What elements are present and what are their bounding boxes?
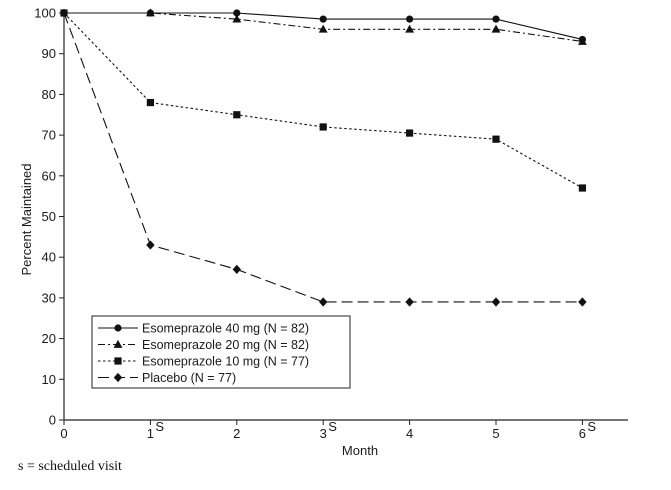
data-point bbox=[492, 15, 500, 23]
data-point bbox=[146, 8, 155, 17]
legend-marker bbox=[114, 324, 122, 332]
data-point bbox=[405, 297, 414, 307]
x-axis-title: Month bbox=[342, 443, 378, 458]
legend-item: Esomeprazole 10 mg (N = 77) bbox=[98, 355, 309, 369]
data-point bbox=[406, 129, 414, 137]
scheduled-visit-marker: S bbox=[587, 419, 596, 434]
data-point bbox=[233, 9, 241, 17]
y-tick-label: 90 bbox=[42, 46, 56, 61]
y-tick-label: 30 bbox=[42, 290, 56, 305]
legend-label: Esomeprazole 40 mg (N = 82) bbox=[142, 322, 309, 336]
y-tick-label: 60 bbox=[42, 168, 56, 183]
data-point bbox=[319, 123, 327, 131]
scheduled-visit-marker: S bbox=[155, 419, 164, 434]
legend: Esomeprazole 40 mg (N = 82) Esomeprazole … bbox=[91, 315, 351, 389]
data-point bbox=[318, 24, 328, 33]
footnote: s = scheduled visit bbox=[18, 459, 122, 474]
x-tick-label: 6 bbox=[579, 426, 586, 441]
legend-item: Placebo (N = 77) bbox=[98, 371, 236, 385]
data-point bbox=[578, 184, 586, 192]
legend-marker bbox=[113, 339, 123, 348]
y-tick-label: 70 bbox=[42, 128, 56, 143]
x-tick-label: 1 bbox=[147, 426, 154, 441]
y-tick-label: 40 bbox=[42, 250, 56, 265]
series-square bbox=[63, 12, 586, 192]
y-tick-label: 100 bbox=[34, 6, 56, 21]
series-line bbox=[63, 12, 583, 303]
x-tick-label: 4 bbox=[406, 426, 413, 441]
data-point bbox=[578, 297, 587, 307]
legend-label: Esomeprazole 10 mg (N = 77) bbox=[142, 355, 309, 369]
legend-label: Placebo (N = 77) bbox=[142, 371, 236, 385]
y-tick-label: 80 bbox=[42, 87, 56, 102]
data-point bbox=[491, 297, 501, 307]
series-diamond bbox=[63, 12, 587, 307]
y-tick-label: 50 bbox=[42, 209, 56, 224]
data-point bbox=[146, 240, 155, 250]
y-tick-label: 10 bbox=[42, 372, 56, 387]
series-circle bbox=[64, 9, 587, 44]
series-triangle bbox=[64, 8, 587, 45]
y-axis-title: Percent Maintained bbox=[19, 163, 34, 275]
x-tick-label: 2 bbox=[233, 426, 240, 441]
x-tick-label: 5 bbox=[492, 426, 499, 441]
data-point bbox=[405, 24, 414, 33]
series-layer bbox=[60, 8, 587, 307]
data-point bbox=[578, 36, 587, 45]
data-point bbox=[319, 297, 328, 307]
data-point bbox=[491, 24, 501, 33]
data-point-start bbox=[60, 9, 68, 17]
legend-item: Esomeprazole 20 mg (N = 82) bbox=[98, 338, 309, 352]
legend-item: Esomeprazole 40 mg (N = 82) bbox=[98, 322, 309, 336]
legend-marker bbox=[114, 357, 122, 365]
x-tick-label: 0 bbox=[60, 426, 67, 441]
x-tick-label: 3 bbox=[320, 426, 327, 441]
series-line bbox=[63, 12, 583, 189]
y-tick-label: 0 bbox=[49, 413, 56, 428]
legend-marker bbox=[113, 372, 123, 383]
scheduled-visit-marker: S bbox=[328, 419, 337, 434]
data-point bbox=[232, 14, 242, 23]
legend-label: Esomeprazole 20 mg (N = 82) bbox=[142, 338, 309, 352]
data-point bbox=[232, 264, 241, 275]
data-point bbox=[319, 15, 327, 23]
data-point bbox=[233, 111, 241, 119]
data-point bbox=[492, 135, 500, 143]
data-point bbox=[406, 15, 414, 23]
data-point bbox=[146, 98, 154, 107]
y-tick-label: 20 bbox=[42, 331, 56, 346]
